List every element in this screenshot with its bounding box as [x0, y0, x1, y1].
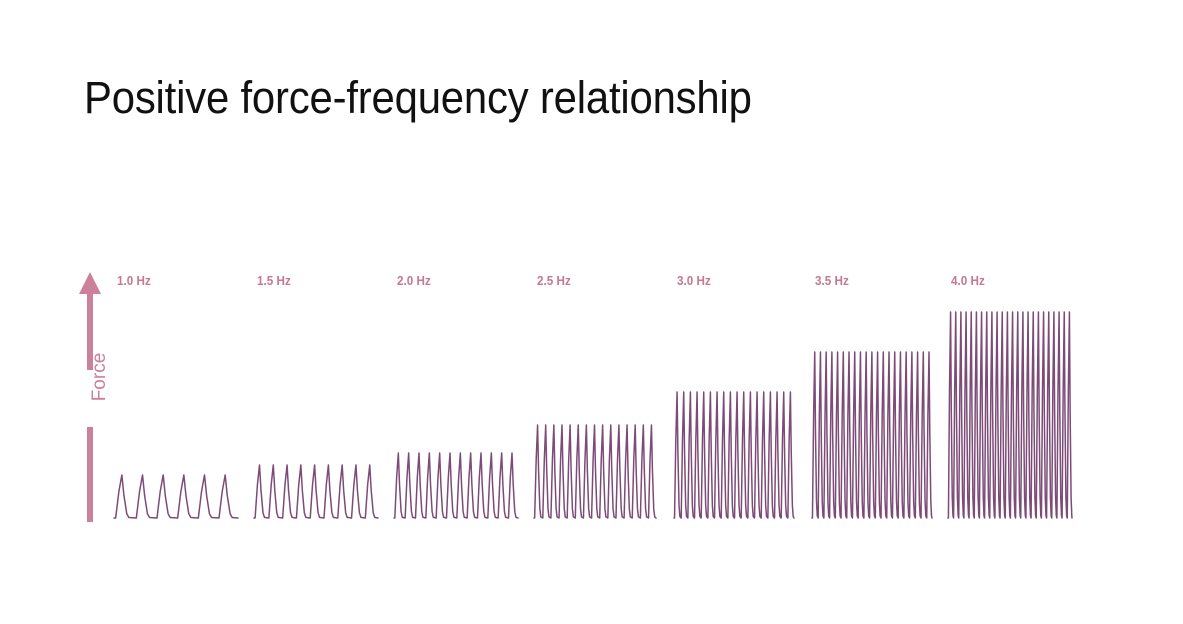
page-title: Positive force-frequency relationship	[84, 72, 752, 123]
y-axis	[79, 272, 101, 522]
force-trace-2hz	[393, 452, 519, 519]
freq-label-1hz: 1.0 Hz	[117, 273, 151, 288]
up-arrow-icon	[79, 272, 101, 294]
freq-label-2-5hz: 2.5 Hz	[537, 273, 571, 288]
y-axis-line-lower	[87, 427, 93, 522]
force-trace-1-5hz	[253, 464, 379, 519]
force-trace-1hz	[113, 474, 239, 519]
force-trace-2-5hz	[533, 424, 657, 519]
force-trace-3-5hz	[811, 351, 933, 519]
freq-label-3-5hz: 3.5 Hz	[815, 273, 849, 288]
freq-label-3hz: 3.0 Hz	[677, 273, 711, 288]
force-trace-4hz	[947, 311, 1073, 519]
force-trace-3hz	[673, 391, 795, 519]
freq-label-2hz: 2.0 Hz	[397, 273, 431, 288]
freq-label-4hz: 4.0 Hz	[951, 273, 985, 288]
freq-label-1-5hz: 1.5 Hz	[257, 273, 291, 288]
y-axis-line-upper	[87, 292, 93, 370]
